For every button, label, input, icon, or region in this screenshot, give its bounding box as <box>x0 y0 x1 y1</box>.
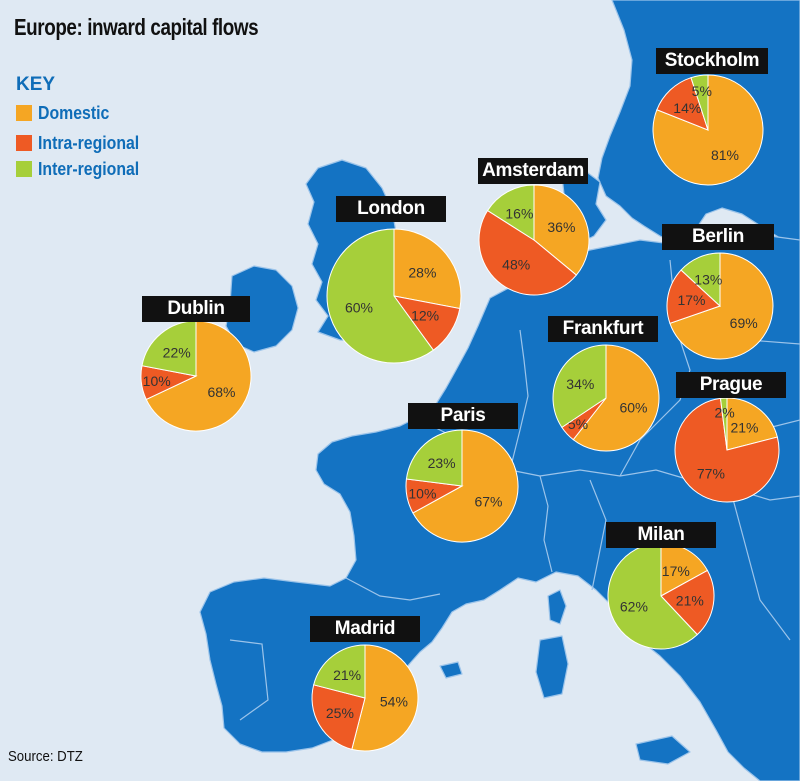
page-title: Europe: inward capital flows <box>14 14 259 40</box>
balearic-island <box>439 661 463 679</box>
key-item-inter-regional: Inter-regional <box>16 159 153 179</box>
key-label: Intra-regional <box>38 132 140 153</box>
pie-value-label: 54% <box>380 694 408 710</box>
pie-value-label: 60% <box>619 400 647 416</box>
pie-value-label: 25% <box>326 705 354 721</box>
pie-value-label: 21% <box>333 667 361 683</box>
pie-amsterdam: 36% 48% 16% <box>478 184 590 296</box>
pie-slice-inter-regional <box>607 542 698 650</box>
pie-slice-domestic <box>572 344 660 452</box>
pie-value-label: 67% <box>474 494 502 510</box>
corsica-island <box>547 589 567 625</box>
country-border <box>229 639 269 721</box>
pie-value-label: 16% <box>505 206 533 222</box>
pie-value-label: 13% <box>694 271 722 287</box>
source-note: Source: DTZ <box>8 748 83 765</box>
pie-value-label: 23% <box>428 455 456 471</box>
pie-value-label: 10% <box>143 373 171 389</box>
pie-slice-domestic <box>412 429 519 543</box>
pie-value-label: 21% <box>676 593 704 609</box>
pie-slice-inter-regional <box>486 184 535 241</box>
pie-slice-inter-regional <box>552 344 607 429</box>
pie-value-label: 68% <box>207 384 235 400</box>
pie-value-label: 10% <box>408 486 436 502</box>
pie-value-label: 34% <box>566 376 594 392</box>
pie-slice-domestic <box>533 184 590 276</box>
country-border <box>345 577 441 601</box>
pie-slice-inter-regional <box>680 252 721 308</box>
ireland-landmass <box>225 265 299 353</box>
city-label-paris: Paris <box>408 403 518 429</box>
city-label-milan: Milan <box>606 522 716 548</box>
country-border <box>589 479 607 591</box>
city-label-prague: Prague <box>676 372 786 398</box>
pie-value-label: 62% <box>620 599 648 615</box>
pie-slice-intra-regional <box>666 269 721 324</box>
pie-slice-domestic <box>351 644 419 752</box>
intra-regional-swatch <box>16 135 32 151</box>
pie-madrid: 54% 25% 21% <box>311 644 419 752</box>
country-border <box>539 475 553 573</box>
pie-value-label: 81% <box>711 147 739 163</box>
city-label-dublin: Dublin <box>142 296 250 322</box>
pie-slice-intra-regional <box>660 569 715 636</box>
pie-value-label: 77% <box>697 466 725 482</box>
pie-slice-domestic <box>393 228 462 310</box>
country-border <box>509 329 529 471</box>
key-label: Inter-regional <box>38 158 140 179</box>
city-label-berlin: Berlin <box>662 224 774 250</box>
sicily-island <box>635 735 691 765</box>
key-label: Domestic <box>38 102 110 123</box>
key-item-intra-regional: Intra-regional <box>16 133 153 153</box>
pie-paris: 67% 10% 23% <box>405 429 519 543</box>
sardinia-island <box>535 635 569 699</box>
pie-value-label: 48% <box>502 257 530 273</box>
inter-regional-swatch <box>16 161 32 177</box>
pie-slice-inter-regional <box>405 429 463 487</box>
pie-value-label: 17% <box>677 292 705 308</box>
pie-slice-inter-regional <box>690 74 709 131</box>
city-label-stockholm: Stockholm <box>656 48 768 74</box>
city-label-frankfurt: Frankfurt <box>548 316 658 342</box>
pie-slice-domestic <box>669 252 774 360</box>
country-border <box>729 487 791 641</box>
city-label-amsterdam: Amsterdam <box>478 158 588 184</box>
city-label-london: London <box>336 196 446 222</box>
pie-slice-domestic <box>145 320 252 432</box>
pie-slice-inter-regional <box>326 228 435 364</box>
pie-value-label: 22% <box>163 345 191 361</box>
pie-frankfurt: 60%5%34% <box>552 344 660 452</box>
pie-value-label: 5% <box>692 83 712 99</box>
pie-dublin: 68% 10% 22% <box>140 320 252 432</box>
pie-value-label: 69% <box>730 315 758 331</box>
key-item-domestic: Domestic <box>16 103 119 123</box>
pie-berlin: 69% 17% 13% <box>666 252 774 360</box>
pie-slice-intra-regional <box>674 397 780 503</box>
city-label-madrid: Madrid <box>310 616 420 642</box>
pie-slice-inter-regional <box>313 644 366 699</box>
pie-value-label: 60% <box>345 299 373 315</box>
pie-value-label: 28% <box>408 265 436 281</box>
pie-value-label: 36% <box>547 219 575 235</box>
pie-value-label: 17% <box>662 563 690 579</box>
pie-prague: 21% 77% 2% <box>674 397 780 503</box>
domestic-swatch <box>16 105 32 121</box>
pie-milan: 17% 21% 62% <box>607 542 715 650</box>
pie-slice-intra-regional <box>311 684 366 750</box>
pie-value-label: 2% <box>714 405 734 421</box>
pie-slice-intra-regional <box>478 209 578 296</box>
pie-london: 28% 12% 60% <box>326 228 462 364</box>
pie-stockholm: 81% 14%5% <box>652 74 764 186</box>
pie-value-label: 14% <box>673 100 701 116</box>
key-title: KEY <box>16 74 56 95</box>
pie-slice-domestic <box>726 397 778 451</box>
pie-value-label: 21% <box>730 419 758 435</box>
pie-value-label: 12% <box>411 308 439 324</box>
pie-slice-inter-regional <box>719 397 728 451</box>
